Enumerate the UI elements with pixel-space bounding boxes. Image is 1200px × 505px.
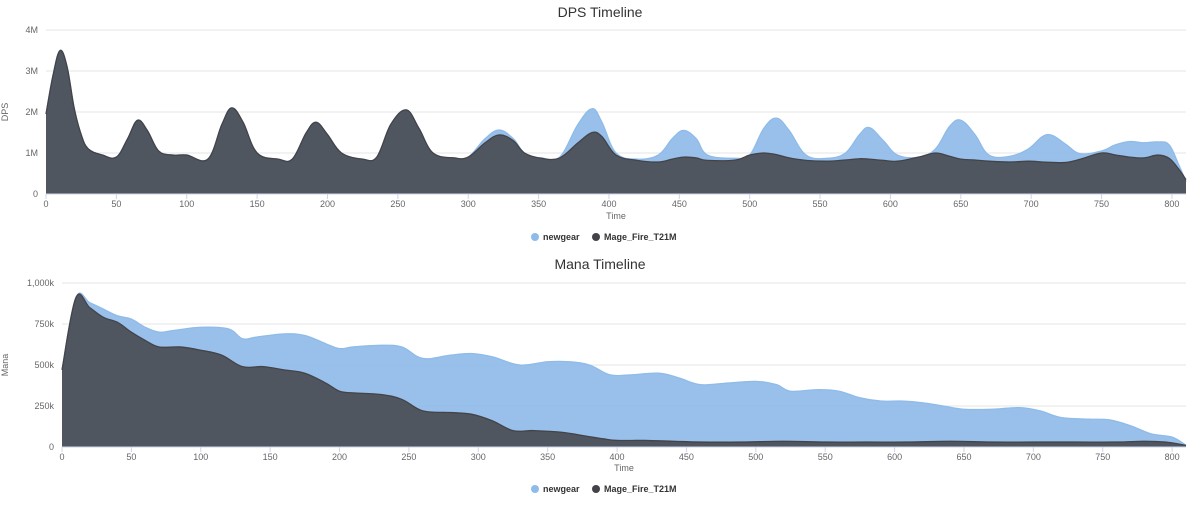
x-tick-label: 250	[390, 199, 405, 209]
x-tick-label: 100	[193, 452, 208, 462]
legend-marker	[531, 485, 539, 493]
x-tick-label: 350	[540, 452, 555, 462]
y-tick-label: 0	[49, 442, 54, 452]
x-tick-label: 550	[818, 452, 833, 462]
x-tick-label: 300	[461, 199, 476, 209]
legend-label: newgear	[543, 484, 580, 494]
x-tick-label: 550	[813, 199, 828, 209]
y-axis-label: DPS	[0, 103, 10, 122]
y-tick-label: 1,000k	[27, 278, 55, 288]
series-line-mage-fire	[61, 293, 1187, 447]
series-line-newgear	[61, 292, 1187, 446]
y-tick-label: 250k	[34, 401, 54, 411]
x-tick-label: 50	[126, 452, 136, 462]
legend-label: Mage_Fire_T21M	[604, 484, 677, 494]
y-tick-label: 1M	[25, 148, 38, 158]
chart-title: DPS Timeline	[558, 4, 643, 20]
x-tick-label: 650	[953, 199, 968, 209]
x-tick-label: 0	[59, 452, 64, 462]
x-tick-label: 150	[250, 199, 265, 209]
y-tick-label: 4M	[25, 25, 38, 35]
y-tick-label: 2M	[25, 107, 38, 117]
x-tick-label: 150	[263, 452, 278, 462]
x-tick-label: 450	[672, 199, 687, 209]
legend-marker	[592, 485, 600, 493]
legend-marker	[531, 233, 539, 241]
legend-marker	[592, 233, 600, 241]
x-tick-label: 800	[1165, 452, 1180, 462]
chart-mana: Mana Timeline 0 250k 500k 750k 1,000k Mana 0 50 1…	[0, 256, 1187, 494]
legend-label: Mage_Fire_T21M	[604, 232, 677, 242]
x-tick-label: 200	[332, 452, 347, 462]
x-tick-label: 50	[111, 199, 121, 209]
x-tick-label: 700	[1026, 452, 1041, 462]
legend-item-newgear[interactable]: newgear	[531, 232, 580, 242]
y-tick-label: 0	[33, 189, 38, 199]
x-tick-label: 400	[610, 452, 625, 462]
legend-item-newgear[interactable]: newgear	[531, 484, 580, 494]
x-tick-label: 600	[883, 199, 898, 209]
y-tick-label: 3M	[25, 66, 38, 76]
y-tick-label: 750k	[34, 319, 54, 329]
x-axis-label: Time	[614, 463, 634, 473]
x-tick-label: 350	[531, 199, 546, 209]
x-tick-label: 700	[1024, 199, 1039, 209]
x-tick-label: 400	[601, 199, 616, 209]
x-tick-label: 500	[748, 452, 763, 462]
series-area-mage-fire	[62, 294, 1186, 447]
x-tick-label: 750	[1095, 452, 1110, 462]
legend-item-mage-fire[interactable]: Mage_Fire_T21M	[592, 484, 677, 494]
x-tick-label: 0	[43, 199, 48, 209]
chart-title: Mana Timeline	[554, 256, 645, 272]
x-tick-label: 600	[887, 452, 902, 462]
chart-dps: DPS Timeline 0 1M 2M 3M 4M DPS 0 50 100 150 200 250 3…	[0, 4, 1187, 242]
x-tick-label: 500	[742, 199, 757, 209]
x-tick-label: 250	[401, 452, 416, 462]
y-axis-label: Mana	[0, 354, 10, 377]
x-tick-label: 750	[1094, 199, 1109, 209]
y-tick-label: 500k	[34, 360, 54, 370]
x-axis-label: Time	[606, 211, 626, 221]
x-tick-label: 450	[679, 452, 694, 462]
x-tick-label: 200	[320, 199, 335, 209]
x-tick-label: 100	[179, 199, 194, 209]
x-tick-label: 300	[471, 452, 486, 462]
series-line-mage-fire	[45, 49, 1187, 181]
x-tick-label: 650	[956, 452, 971, 462]
x-tick-label: 800	[1164, 199, 1179, 209]
series-area-mage-fire	[46, 50, 1186, 194]
legend-item-mage-fire[interactable]: Mage_Fire_T21M	[592, 232, 677, 242]
legend-label: newgear	[543, 232, 580, 242]
